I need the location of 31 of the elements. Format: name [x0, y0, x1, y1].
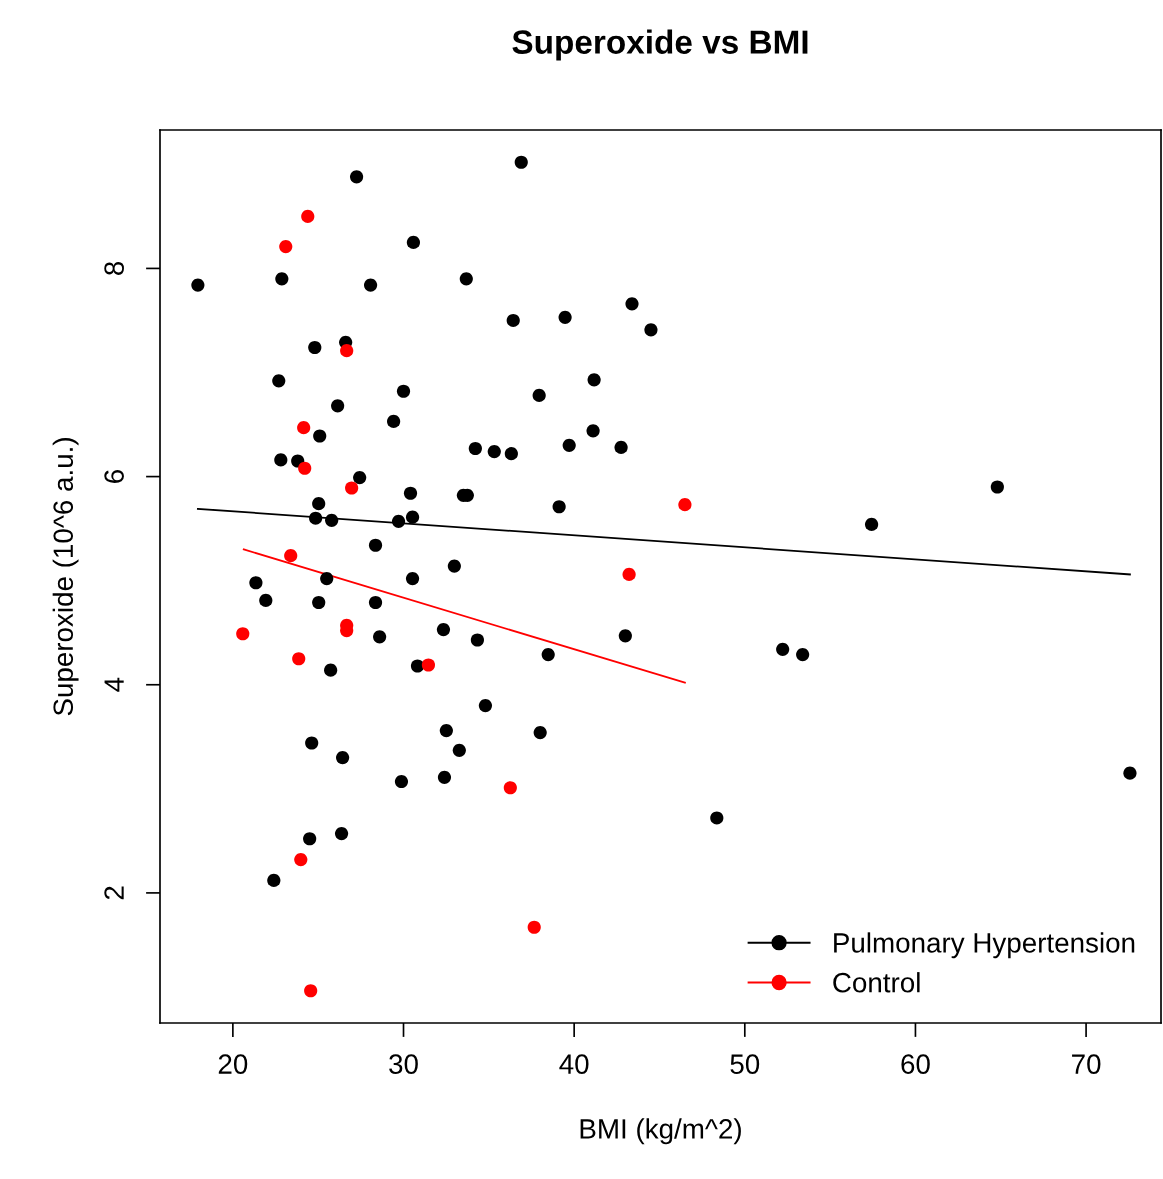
y-tick-label: 2 — [104, 886, 124, 900]
legend-label: Control — [833, 972, 920, 993]
x-tick-label: 20 — [218, 1054, 248, 1074]
x-tick-label: 30 — [389, 1054, 418, 1074]
y-axis-title: Superoxide (10^6 a.u.) — [52, 438, 79, 716]
chart-title: Superoxide vs BMI — [512, 29, 808, 61]
point — [298, 461, 312, 475]
point — [236, 627, 250, 641]
point — [503, 781, 517, 795]
point — [284, 549, 298, 563]
legend-label: Pulmonary Hypertension — [834, 932, 1135, 959]
x-tick-label: 60 — [901, 1054, 930, 1074]
y-tick-label: 8 — [104, 261, 124, 275]
point — [297, 421, 311, 435]
point — [622, 567, 636, 582]
point — [678, 498, 692, 512]
point — [279, 239, 293, 254]
x-tick-label: 70 — [1072, 1054, 1101, 1074]
point — [292, 652, 306, 666]
point — [340, 344, 354, 358]
point — [294, 853, 308, 867]
y-tick-label: 6 — [104, 470, 124, 483]
point — [421, 658, 436, 672]
point — [527, 920, 541, 934]
x-axis-title: BMI (kg/m^2) — [580, 1118, 741, 1145]
y-tick-label: 4 — [104, 677, 124, 692]
x-tick-label: 50 — [730, 1054, 760, 1074]
point — [301, 209, 315, 223]
point — [345, 481, 359, 495]
x-tick-label: 40 — [559, 1054, 589, 1074]
point — [304, 984, 318, 998]
